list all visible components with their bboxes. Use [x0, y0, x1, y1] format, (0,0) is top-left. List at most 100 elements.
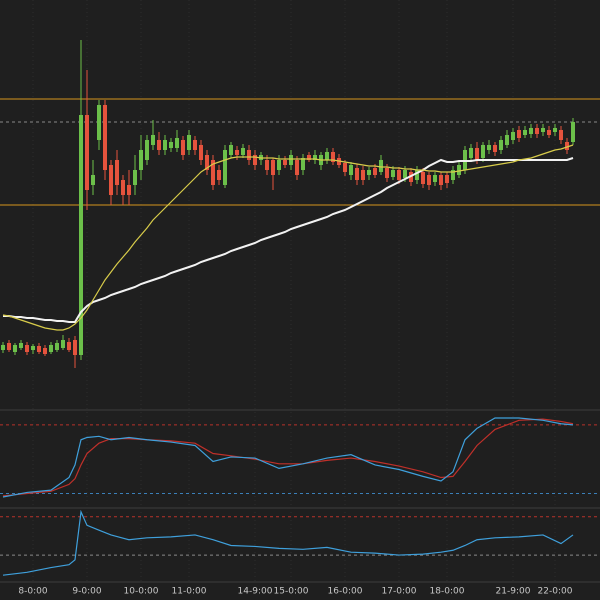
candle-body [367, 170, 371, 175]
candle-body [553, 128, 557, 132]
candle-body [85, 115, 89, 190]
oscillator-panel [0, 417, 600, 498]
candle-body [139, 150, 143, 170]
candle-body [493, 145, 497, 152]
candle-body [427, 175, 431, 185]
candle-body [373, 168, 377, 175]
candle-body [481, 145, 485, 158]
candle-body [79, 115, 83, 355]
candle-body [241, 148, 245, 155]
candle-body [343, 163, 347, 172]
x-tick-label: 14-9:00 [238, 587, 273, 597]
candle-body [55, 343, 59, 350]
candle-body [7, 343, 11, 350]
candle-body [223, 150, 227, 185]
candle-body [199, 145, 203, 160]
candle-body [385, 168, 389, 178]
candle-body [181, 140, 185, 155]
indicator-line [2, 510, 574, 576]
moving-average-line [2, 144, 574, 331]
price-panel [0, 40, 600, 368]
candle-body [289, 155, 293, 165]
candle-body [229, 145, 233, 155]
candle-body [523, 130, 527, 135]
candle-body [505, 135, 509, 145]
candle-body [253, 155, 257, 165]
candle-body [121, 180, 125, 195]
candle-body [307, 155, 311, 160]
x-tick-label: 8-0:00 [18, 587, 47, 597]
candle-body [247, 150, 251, 160]
candle-body [49, 345, 53, 352]
candle-body [31, 346, 35, 350]
candle-body [547, 130, 551, 135]
candle-body [37, 346, 41, 352]
x-tick-label: 16-0:00 [328, 587, 363, 597]
candle-body [217, 170, 221, 180]
x-tick-label: 21-9:00 [496, 587, 531, 597]
indicator-line [2, 418, 574, 497]
candle-body [1, 345, 5, 350]
candle-body [349, 165, 353, 175]
candle-body [133, 170, 137, 185]
candle-body [403, 170, 407, 178]
candle-body [97, 105, 101, 140]
x-tick-label: 18-0:00 [430, 587, 465, 597]
candle-body [13, 345, 17, 352]
x-tick-label: 15-0:00 [274, 587, 309, 597]
candle-body [73, 340, 77, 355]
candle-body [451, 170, 455, 180]
candle-body [211, 160, 215, 185]
candle-body [187, 135, 191, 150]
candle-body [43, 348, 47, 354]
candle-body [487, 145, 491, 150]
candle-body [439, 175, 443, 185]
candle-body [67, 342, 71, 350]
candle-body [571, 122, 575, 142]
candle-body [103, 105, 107, 170]
candle-body [565, 142, 569, 150]
x-tick-label: 22-0:00 [538, 587, 573, 597]
candle-body [379, 160, 383, 172]
candle-body [19, 343, 23, 348]
candle-body [265, 160, 269, 170]
candle-body [535, 128, 539, 134]
candle-body [325, 152, 329, 160]
candle-body [163, 140, 167, 150]
candle-body [235, 150, 239, 155]
x-tick-label: 9-0:00 [72, 587, 101, 597]
candle-body [331, 152, 335, 162]
candle-body [295, 160, 299, 175]
candle-body [529, 128, 533, 134]
candle-body [271, 160, 275, 175]
x-axis: 8-0:00 9-0:00 10-0:00 11-0:00 14-9:00 15-0:00… [18, 587, 572, 597]
candle-body [511, 132, 515, 140]
candle-body [109, 165, 113, 195]
candle-body [283, 160, 287, 165]
candle-body [391, 170, 395, 177]
candle-body [301, 158, 305, 170]
oscillator-panel [0, 510, 600, 576]
candle-body [499, 140, 503, 150]
candle-body [397, 170, 401, 180]
candle-body [421, 172, 425, 184]
candle-body [277, 160, 281, 170]
x-tick-label: 11-0:00 [172, 587, 207, 597]
candle-body [205, 155, 209, 170]
candle-body [559, 130, 563, 140]
candle-body [469, 148, 473, 158]
candle-body [61, 340, 65, 348]
candle-body [151, 135, 155, 145]
candle-body [541, 128, 545, 132]
x-tick-label: 17-0:00 [382, 587, 417, 597]
candle-body [517, 130, 521, 138]
candle-body [313, 155, 317, 160]
candle-body [127, 185, 131, 195]
candle-body [445, 175, 449, 183]
moving-average-line [3, 157, 574, 323]
candle-body [175, 138, 179, 148]
candle-body [457, 165, 461, 175]
